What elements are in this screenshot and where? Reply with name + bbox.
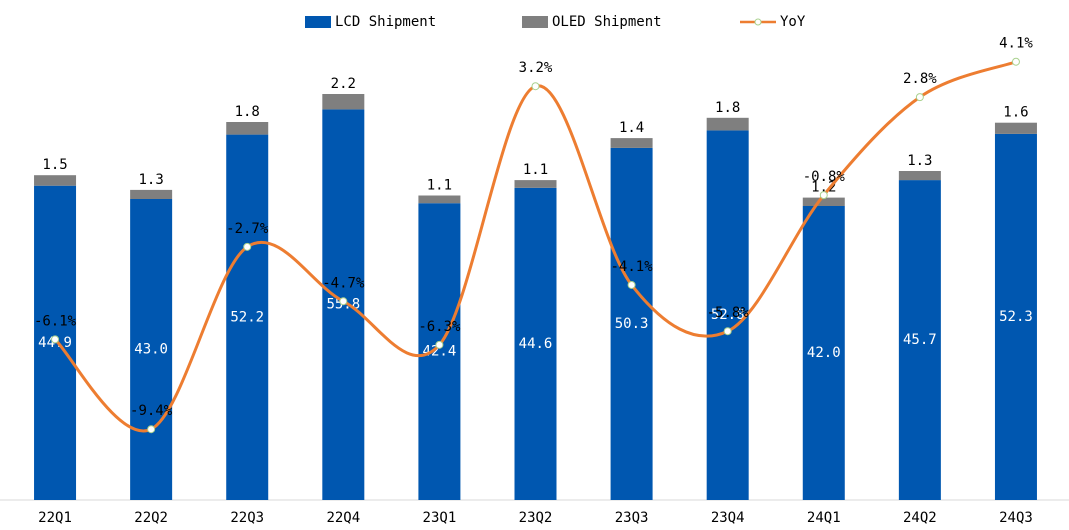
- value-label: 1.2: [811, 180, 836, 196]
- line-marker: [435, 340, 444, 349]
- value-label: 1.8: [235, 104, 260, 120]
- bar: [514, 180, 557, 188]
- value-label: 52.2: [230, 309, 264, 325]
- value-label: 1.1: [523, 162, 548, 178]
- line-marker: [531, 82, 540, 91]
- line-marker: [339, 297, 348, 306]
- value-label: 1.5: [42, 157, 67, 173]
- bar: [994, 122, 1037, 134]
- bar: [226, 134, 269, 500]
- x-tick-label: 24Q2: [903, 510, 937, 526]
- value-label: 42.4: [423, 344, 457, 360]
- x-tick-label: 24Q1: [807, 510, 841, 526]
- bar: [802, 197, 845, 206]
- value-label: 43.0: [134, 342, 168, 358]
- x-tick-label: 23Q3: [615, 510, 649, 526]
- value-label: 44.6: [519, 336, 553, 352]
- value-label: -4.7%: [322, 275, 365, 291]
- value-label: 52.8: [711, 307, 745, 323]
- value-label: 1.4: [619, 120, 644, 136]
- line-marker: [723, 327, 732, 336]
- x-tick-label: 24Q3: [999, 510, 1033, 526]
- bar: [226, 122, 269, 135]
- x-tick-label: 22Q3: [230, 510, 264, 526]
- line-marker: [243, 242, 252, 251]
- legend-swatch: [305, 16, 331, 28]
- legend-label: YoY: [780, 14, 806, 30]
- legend-label: LCD Shipment: [335, 14, 436, 30]
- bar: [802, 206, 845, 500]
- value-label: 1.3: [907, 153, 932, 169]
- bar: [130, 199, 173, 500]
- x-tick-label: 23Q2: [519, 510, 553, 526]
- value-label: 1.8: [715, 100, 740, 116]
- bar: [706, 130, 749, 500]
- legend-swatch: [522, 16, 548, 28]
- value-label: 4.1%: [999, 36, 1033, 52]
- value-label: 52.3: [999, 309, 1033, 325]
- legend-label: OLED Shipment: [552, 14, 662, 30]
- line-marker: [147, 425, 156, 434]
- value-label: 42.0: [807, 345, 841, 361]
- bar: [610, 147, 653, 500]
- bar: [418, 195, 461, 204]
- value-label: 1.6: [1003, 105, 1028, 121]
- value-label: 50.3: [615, 316, 649, 332]
- bar: [514, 187, 557, 501]
- line-marker: [51, 335, 60, 344]
- line-marker: [1011, 57, 1020, 66]
- value-label: -5.8%: [707, 305, 750, 321]
- value-label: 45.7: [903, 332, 937, 348]
- bar: [898, 180, 941, 500]
- value-label: -4.1%: [611, 259, 654, 275]
- value-label: 3.2%: [519, 60, 553, 76]
- line-marker: [915, 93, 924, 102]
- value-label: -9.4%: [130, 403, 173, 419]
- x-tick-label: 23Q4: [711, 510, 745, 526]
- line-marker: [627, 280, 636, 289]
- line-marker: [819, 191, 828, 200]
- x-tick-label: 23Q1: [423, 510, 457, 526]
- value-label: -6.3%: [418, 319, 461, 335]
- legend-marker: [754, 18, 762, 26]
- bar: [130, 189, 173, 199]
- x-tick-label: 22Q2: [134, 510, 168, 526]
- x-tick-label: 22Q1: [38, 510, 72, 526]
- bar: [898, 171, 941, 181]
- bar: [706, 117, 749, 131]
- value-label: -0.8%: [803, 169, 846, 185]
- bar: [34, 175, 77, 186]
- value-label: 2.2: [331, 76, 356, 92]
- value-label: 2.8%: [903, 71, 937, 87]
- value-label: 1.3: [138, 172, 163, 188]
- bar: [322, 94, 365, 110]
- bar: [418, 203, 461, 500]
- value-label: -6.1%: [34, 313, 77, 329]
- x-tick-label: 22Q4: [326, 510, 360, 526]
- bar: [610, 138, 653, 148]
- value-label: 1.1: [427, 178, 452, 194]
- value-label: -2.7%: [226, 221, 269, 237]
- bar: [994, 133, 1037, 500]
